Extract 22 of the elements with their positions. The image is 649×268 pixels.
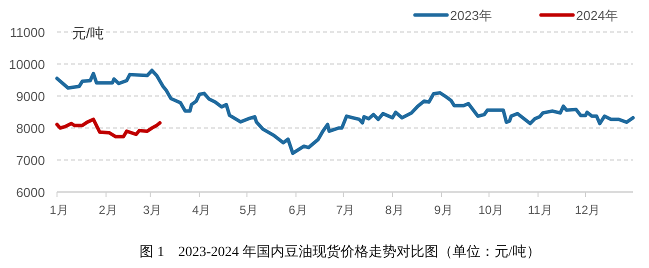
y-tick-label: 8000: [16, 121, 45, 136]
legend-label: 2023年: [450, 8, 492, 23]
y-axis-title: 元/吨: [72, 25, 104, 41]
x-tick-label: 10月: [478, 203, 504, 217]
x-tick-label: 7月: [336, 203, 355, 217]
x-tick-label: 11月: [528, 203, 552, 217]
y-tick-label: 11000: [10, 25, 45, 40]
x-tick-label: 3月: [143, 203, 162, 217]
x-tick-label: 5月: [240, 203, 258, 217]
x-tick-label: 8月: [385, 203, 404, 217]
y-tick-label: 6000: [16, 185, 45, 200]
x-tick-label: 6月: [288, 203, 308, 217]
y-tick-label: 9000: [16, 89, 45, 104]
legend-label: 2024年: [576, 8, 618, 23]
y-tick-label: 7000: [16, 153, 45, 168]
x-tick-label: 2月: [98, 203, 118, 217]
y-tick-label: 10000: [8, 57, 45, 72]
x-tick-label: 12月: [574, 203, 600, 217]
x-tick-label: 4月: [192, 203, 211, 217]
x-tick-label: 1月: [50, 203, 68, 217]
text: 图 1 2023-2024 年国内豆油现货价格走势对比图（单位：元/吨）: [140, 244, 540, 260]
x-tick-label: 9月: [434, 203, 453, 217]
